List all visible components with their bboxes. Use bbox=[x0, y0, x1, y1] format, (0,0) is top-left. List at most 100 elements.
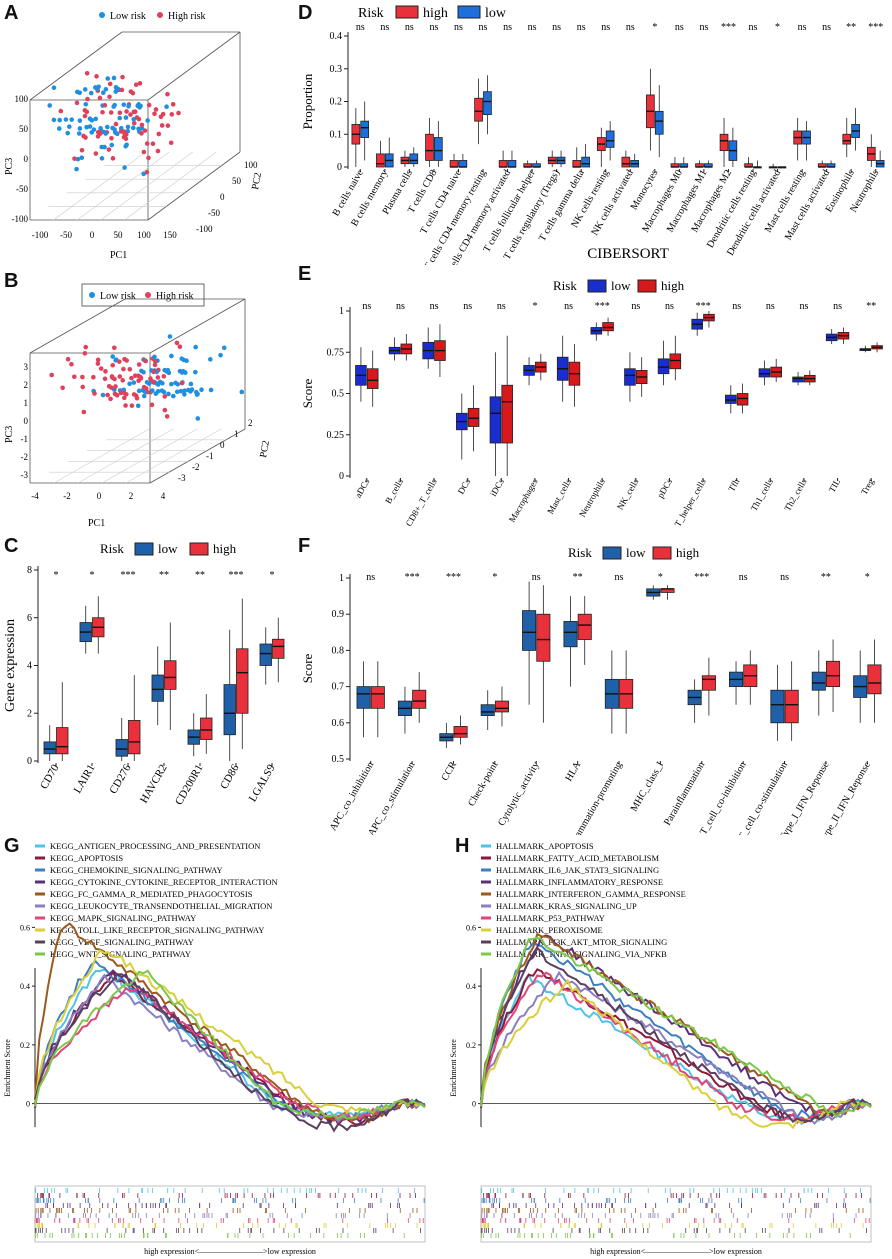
legend-entry-h: HALLMARK_IL6_JAK_STAT3_SIGNALING bbox=[496, 865, 659, 875]
pca-a-point-low-risk bbox=[76, 131, 82, 136]
panel-d: Risk high low 0 0.1 0.2 0.3 0.4 Proportion CIB… bbox=[298, 0, 892, 265]
significance-label-f: ** bbox=[821, 572, 831, 583]
box-high-e bbox=[871, 342, 883, 353]
x-tick-label-e: pDCs bbox=[655, 477, 674, 500]
pca-a-point-high-risk bbox=[94, 74, 99, 79]
pca-a-point-high-risk bbox=[82, 113, 88, 119]
pca-a-point-low-risk bbox=[141, 171, 146, 177]
box-high-c bbox=[92, 596, 105, 654]
significance-label-e: ns bbox=[430, 301, 439, 312]
pca-a-box-edge bbox=[29, 31, 123, 101]
box-body bbox=[56, 727, 69, 755]
pca-b-x-tick-label: 4 bbox=[161, 491, 166, 501]
box-body bbox=[115, 739, 128, 757]
y-tick-label-h: 0.4 bbox=[466, 982, 476, 991]
box-low-d bbox=[826, 160, 836, 168]
enrichment-curve-h bbox=[480, 946, 872, 1124]
x-tick-label-c: CD70 bbox=[38, 762, 62, 791]
box-body bbox=[784, 689, 799, 724]
pca-b-point-high-risk bbox=[123, 403, 128, 408]
pca-a-point-high-risk bbox=[165, 91, 170, 97]
box-high-c bbox=[236, 598, 249, 750]
pca-b-point-low-risk bbox=[155, 382, 161, 387]
y-tick-label-c: 6 bbox=[27, 613, 32, 624]
box-low-e bbox=[758, 360, 771, 386]
box-low-d bbox=[753, 160, 762, 169]
legend-low-risk-dot-a bbox=[99, 12, 105, 18]
significance-label-d: ** bbox=[846, 22, 856, 33]
pca-b-z-tick-label: 0 bbox=[24, 416, 29, 426]
pca-a-point-low-risk bbox=[126, 104, 131, 109]
pca-a-point-low-risk bbox=[47, 103, 53, 108]
pca-a-point-low-risk bbox=[130, 125, 136, 131]
box-high-c bbox=[56, 682, 69, 761]
pca-a-point-high-risk bbox=[139, 122, 145, 128]
x-tick-label-e: NK_cells bbox=[615, 477, 641, 512]
pca-b-grid-line bbox=[125, 428, 222, 484]
pca-b-point-high-risk bbox=[124, 358, 129, 363]
box-high-c bbox=[272, 617, 285, 683]
pca-b-point-high-risk bbox=[177, 344, 183, 350]
pca-b-point-low-risk bbox=[135, 403, 141, 409]
pca-a-box-edge bbox=[147, 31, 241, 101]
significance-label-d: * bbox=[775, 22, 780, 33]
box-high-e bbox=[736, 383, 749, 414]
box-body bbox=[719, 133, 729, 152]
box-body bbox=[376, 153, 385, 168]
x-tick-label-e: B_cells bbox=[383, 477, 405, 506]
pca-a-z-tick-label: 50 bbox=[19, 124, 29, 134]
axis-z-label-a: PC3 bbox=[4, 158, 15, 175]
pca-a-point-low-risk bbox=[114, 131, 120, 137]
pca-b-point-low-risk bbox=[221, 345, 227, 351]
pca-b-point-high-risk bbox=[143, 358, 149, 364]
box-high-d bbox=[646, 68, 655, 151]
boxplot-d: Risk high low 0 0.1 0.2 0.3 0.4 Proportion CIB… bbox=[300, 5, 885, 265]
box-low-f bbox=[522, 581, 537, 705]
pca-b-point-high-risk bbox=[92, 391, 97, 396]
pca-b-point-high-risk bbox=[108, 385, 114, 390]
box-body bbox=[480, 704, 495, 716]
legend-low-risk-b: Low risk bbox=[100, 291, 136, 302]
panel-f: Risk low high 0.5 0.6 0.7 0.8 0.9 1 Score ns APC… bbox=[298, 535, 892, 835]
axis-x-label-b: PC1 bbox=[88, 518, 105, 529]
box-low-d bbox=[654, 85, 664, 158]
enrichment-curve-h bbox=[480, 932, 872, 1118]
box-low-d bbox=[777, 166, 787, 169]
significance-label-f: * bbox=[865, 572, 870, 583]
pca-a-point-low-risk bbox=[103, 131, 108, 136]
pca-b-point-high-risk bbox=[174, 340, 180, 346]
pca-b-point-low-risk bbox=[195, 416, 201, 421]
legend-swatch-low-f bbox=[602, 546, 622, 560]
pca-a-point-high-risk bbox=[100, 109, 105, 115]
box-body bbox=[200, 717, 213, 740]
box-low-d bbox=[507, 150, 517, 168]
enrichment-curve-g bbox=[34, 973, 426, 1124]
box-high-f bbox=[743, 650, 758, 705]
significance-label-c: * bbox=[54, 570, 59, 581]
box-body bbox=[409, 153, 419, 165]
pca-b-point-high-risk bbox=[69, 361, 74, 367]
box-low-d bbox=[704, 160, 713, 168]
y-axis-label-c: Gene expression bbox=[3, 619, 18, 712]
box-high-f bbox=[453, 715, 468, 745]
box-high-f bbox=[784, 661, 799, 741]
pca-a-grid-line bbox=[77, 151, 170, 221]
pca-b-point-low-risk bbox=[169, 381, 174, 387]
pca-a-x-tick-label: -100 bbox=[32, 230, 49, 240]
legend-high-risk-dot-b bbox=[145, 292, 151, 298]
box-low-d bbox=[434, 121, 443, 167]
y-tick-label-e: 0.25 bbox=[327, 430, 345, 441]
box-body bbox=[758, 368, 771, 378]
box-high-e bbox=[568, 344, 581, 407]
box-low-f bbox=[853, 650, 868, 723]
pca-a-point-high-risk bbox=[123, 136, 129, 142]
pca-a-y-tick-label: 100 bbox=[244, 160, 258, 170]
pca-a-point-high-risk bbox=[123, 132, 129, 137]
box-body bbox=[811, 671, 826, 691]
pca-a-point-high-risk bbox=[130, 90, 136, 96]
pca-a-point-low-risk bbox=[99, 156, 105, 161]
legend-swatch-low-d bbox=[457, 5, 481, 19]
legend-entry-h: HALLMARK_FATTY_ACID_METABOLISM bbox=[496, 853, 659, 863]
box-low-d bbox=[851, 108, 860, 151]
pca-b-point-high-risk bbox=[116, 359, 122, 364]
